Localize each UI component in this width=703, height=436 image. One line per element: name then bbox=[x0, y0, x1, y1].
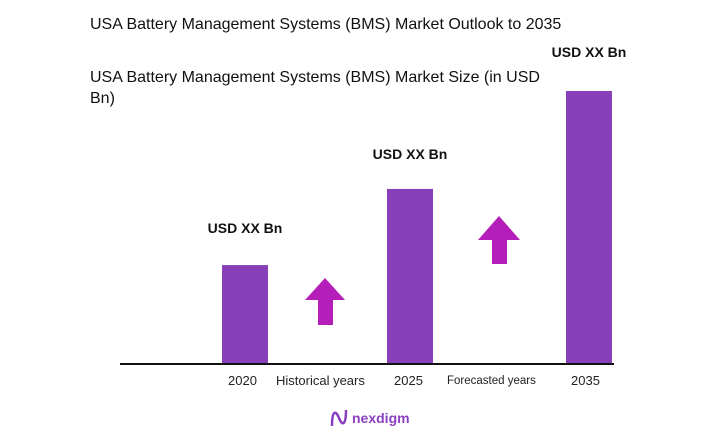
chart-title: USA Battery Management Systems (BMS) Mar… bbox=[90, 16, 562, 33]
x-tick-2020: 2020 bbox=[228, 373, 257, 388]
annotation-forecasted: Forecasted years bbox=[447, 375, 536, 387]
annotation-historical: Historical years bbox=[276, 373, 365, 388]
data-label-2025: USD XX Bn bbox=[372, 146, 448, 162]
arrow-up-icon bbox=[305, 278, 345, 325]
x-tick-2025: 2025 bbox=[394, 373, 423, 388]
x-tick-2035: 2035 bbox=[571, 373, 600, 388]
nexdigm-logo: nexdigm bbox=[330, 408, 410, 428]
bar-2035 bbox=[566, 91, 612, 363]
bar-2020 bbox=[222, 265, 268, 363]
data-label-2035: USD XX Bn bbox=[551, 44, 627, 60]
logo-icon bbox=[330, 409, 348, 427]
chart-subtitle: USA Battery Management Systems (BMS) Mar… bbox=[90, 69, 540, 107]
data-label-2020: USD XX Bn bbox=[207, 220, 283, 236]
logo-text: nexdigm bbox=[352, 410, 410, 426]
arrow-up-icon bbox=[478, 216, 520, 264]
bar-2025 bbox=[387, 188, 433, 363]
